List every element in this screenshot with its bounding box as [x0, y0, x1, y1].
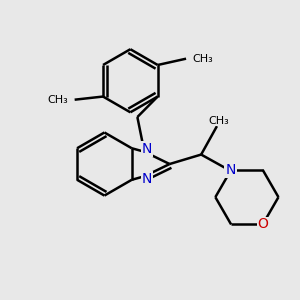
Text: N: N	[142, 172, 152, 186]
Text: N: N	[142, 142, 152, 156]
Text: N: N	[226, 163, 236, 177]
Text: CH₃: CH₃	[48, 95, 68, 105]
Text: O: O	[257, 218, 268, 232]
Text: N: N	[224, 163, 235, 177]
Text: CH₃: CH₃	[208, 116, 229, 126]
Text: CH₃: CH₃	[192, 54, 213, 64]
